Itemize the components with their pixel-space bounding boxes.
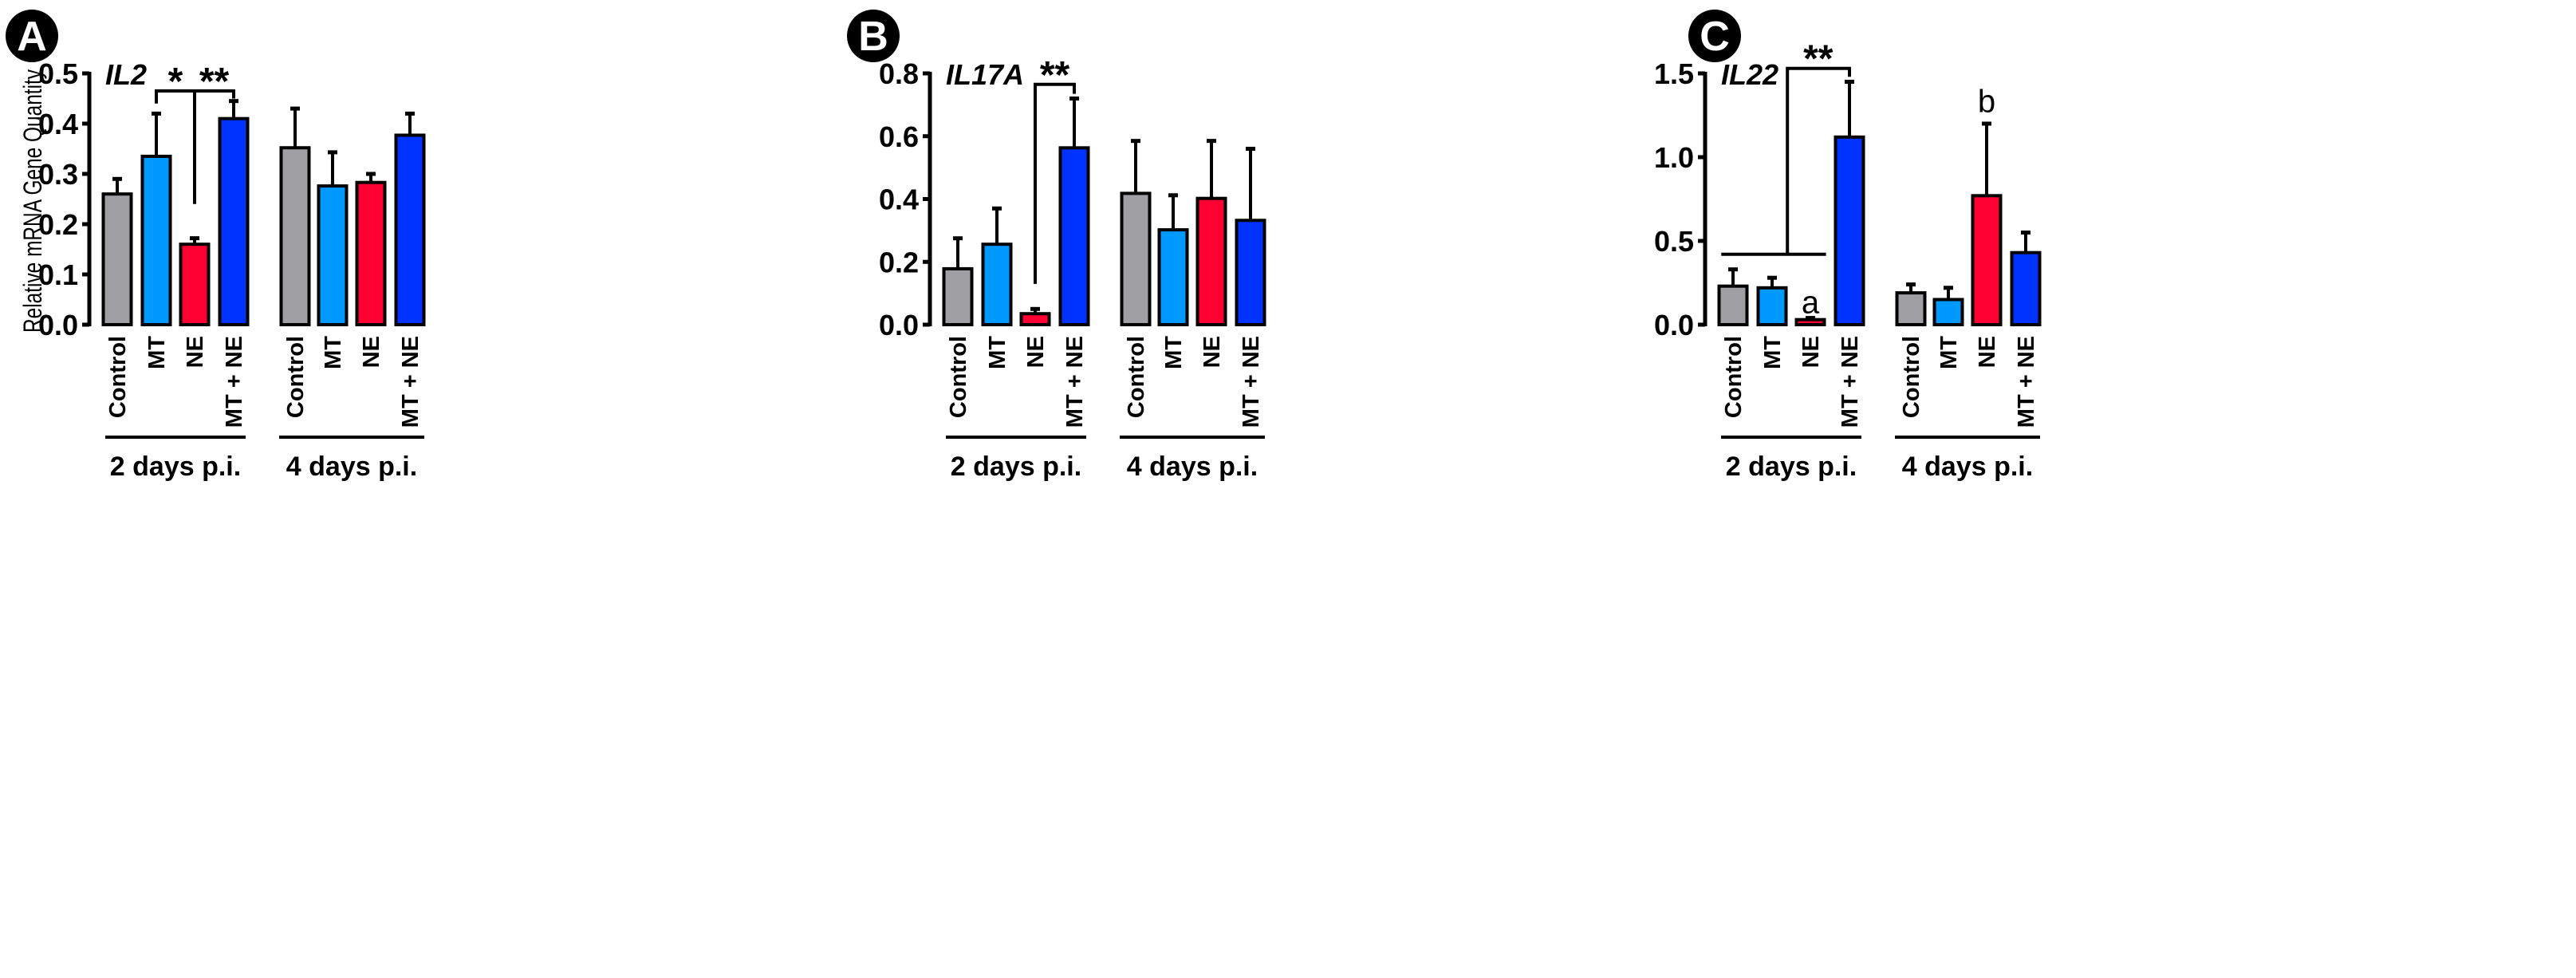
x-tick-label: MT bbox=[1936, 336, 1962, 369]
significance-stars: ** bbox=[1040, 54, 1070, 97]
x-tick-label: MT + NE bbox=[222, 336, 247, 428]
x-tick-label: MT + NE bbox=[398, 336, 423, 428]
panel-B: B 0.0 0.2 0.4 0.6 0.8 IL17A Control MT NE MT + NE C… bbox=[847, 10, 1266, 482]
bar-ne bbox=[1971, 194, 2003, 326]
x-tick-label: NE bbox=[1023, 336, 1049, 368]
bar-ne bbox=[355, 180, 387, 326]
gene-label: IL2 bbox=[105, 58, 147, 91]
x-tick-label: NE bbox=[1798, 336, 1824, 368]
gene-label: IL22 bbox=[1721, 58, 1778, 91]
bar-mt-ne bbox=[1834, 135, 1865, 326]
gene-label: IL17A bbox=[946, 58, 1024, 91]
y-tick-label: 0.4 bbox=[38, 108, 78, 140]
bar-mt-ne bbox=[2010, 250, 2042, 327]
panel-label-badge bbox=[847, 10, 900, 62]
panel-label: A bbox=[17, 14, 47, 60]
bar-mt-ne bbox=[1235, 219, 1266, 326]
panel-label: B bbox=[858, 14, 888, 60]
y-tick-label: 0.8 bbox=[879, 57, 919, 90]
group-label: 4 days p.i. bbox=[1902, 452, 2033, 482]
y-tick-label: 0.3 bbox=[38, 158, 78, 191]
bar-control bbox=[1895, 291, 1927, 327]
y-tick-label: 0.0 bbox=[1654, 309, 1694, 341]
x-tick-label: Control bbox=[946, 336, 971, 418]
y-axis-label: Relative mRNA Gene Quantity bbox=[18, 69, 47, 333]
bar-mt-ne bbox=[218, 116, 250, 326]
group-label: 4 days p.i. bbox=[286, 452, 417, 482]
x-tick-label: MT + NE bbox=[1239, 336, 1264, 428]
bar-mt-ne bbox=[1058, 146, 1090, 326]
bar-mt bbox=[981, 243, 1013, 327]
bar-control bbox=[279, 146, 311, 326]
y-tick-label: 0.2 bbox=[38, 208, 78, 241]
x-tick-label: MT bbox=[144, 336, 170, 369]
significance-bracket bbox=[1034, 82, 1076, 284]
x-tick-label: Control bbox=[1124, 336, 1149, 418]
bar-mt bbox=[1157, 228, 1189, 326]
group-label: 2 days p.i. bbox=[1726, 452, 1857, 482]
bar-mt bbox=[1756, 286, 1788, 326]
y-tick-label: 0.1 bbox=[38, 258, 78, 291]
bar-control bbox=[1120, 191, 1152, 326]
bar-mt bbox=[1932, 298, 1964, 326]
x-tick-label: MT + NE bbox=[2014, 336, 2039, 428]
significance-stars: ** bbox=[199, 61, 230, 103]
group-label: 2 days p.i. bbox=[951, 452, 1081, 482]
bar-mt bbox=[140, 154, 172, 326]
bar-control bbox=[101, 192, 133, 326]
x-tick-label: MT bbox=[1760, 336, 1786, 369]
y-tick-label: 0.0 bbox=[879, 309, 919, 341]
bar-mt bbox=[317, 184, 349, 326]
bar-ne bbox=[1794, 317, 1826, 327]
group-label: 2 days p.i. bbox=[110, 452, 241, 482]
x-tick-label: MT + NE bbox=[1062, 336, 1088, 428]
bar-mt-ne bbox=[394, 133, 426, 326]
x-tick-label: Control bbox=[1899, 336, 1924, 418]
y-tick-label: 0.4 bbox=[879, 183, 919, 216]
significance-letter: b bbox=[1978, 84, 1995, 119]
x-tick-label: NE bbox=[359, 336, 384, 368]
bar-control bbox=[1717, 284, 1749, 327]
x-tick-label: MT + NE bbox=[1837, 336, 1863, 428]
panel-label-badge bbox=[1688, 10, 1741, 62]
y-tick-label: 0.2 bbox=[879, 246, 919, 278]
x-tick-label: Control bbox=[283, 336, 309, 418]
significance-letter: a bbox=[1802, 285, 1820, 320]
bar-ne bbox=[1019, 312, 1051, 326]
x-tick-label: MT bbox=[1161, 336, 1187, 369]
panel-label: C bbox=[1700, 14, 1730, 60]
panel-label-badge bbox=[6, 10, 58, 62]
x-tick-label: NE bbox=[1199, 336, 1225, 368]
bar-ne bbox=[1195, 196, 1227, 326]
y-tick-label: 0.5 bbox=[1654, 225, 1694, 258]
group-label: 4 days p.i. bbox=[1127, 452, 1258, 482]
x-tick-label: Control bbox=[1721, 336, 1747, 418]
y-tick-label: 0.0 bbox=[38, 309, 78, 341]
y-tick-label: 1.5 bbox=[1654, 57, 1694, 90]
bar-control bbox=[942, 266, 974, 327]
significance-stars: ** bbox=[1803, 37, 1834, 80]
x-tick-label: NE bbox=[183, 336, 208, 368]
panel-A: A 0.0 0.1 0.2 0.3 0.4 0.5 IL2 Relative mRNA Gene… bbox=[6, 10, 426, 482]
panel-C: C 0.0 0.5 1.0 1.5 IL22 Control MT NE MT + NE Contr… bbox=[1654, 10, 2042, 482]
bar-ne bbox=[179, 243, 211, 327]
x-tick-label: Control bbox=[105, 336, 131, 418]
x-tick-label: MT bbox=[985, 336, 1010, 369]
x-tick-label: NE bbox=[1975, 336, 2000, 368]
y-tick-label: 1.0 bbox=[1654, 141, 1694, 174]
significance-bracket bbox=[1786, 66, 1851, 254]
y-tick-label: 0.5 bbox=[38, 57, 78, 90]
significance-stars: * bbox=[168, 61, 183, 103]
x-tick-label: MT bbox=[321, 336, 346, 369]
y-tick-label: 0.6 bbox=[879, 120, 919, 153]
